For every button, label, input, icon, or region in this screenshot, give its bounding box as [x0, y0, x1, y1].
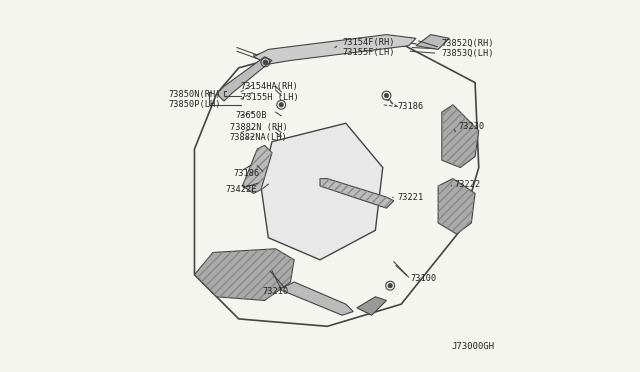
Text: 73422E: 73422E — [226, 185, 257, 194]
Text: 73882N (RH)
73882NA(LH): 73882N (RH) 73882NA(LH) — [230, 123, 287, 142]
Text: 73222: 73222 — [455, 180, 481, 189]
Circle shape — [388, 283, 392, 288]
Text: 73850N(RH)
73850P(LH): 73850N(RH) 73850P(LH) — [168, 90, 221, 109]
Polygon shape — [442, 105, 479, 167]
Text: 73154F(RH)
73155F(LH): 73154F(RH) 73155F(LH) — [342, 38, 395, 57]
Text: 73210: 73210 — [263, 287, 289, 296]
Polygon shape — [216, 57, 272, 101]
Polygon shape — [416, 35, 449, 49]
Text: J73000GH: J73000GH — [451, 342, 494, 351]
Polygon shape — [438, 179, 475, 234]
Polygon shape — [243, 145, 272, 193]
Text: 73221: 73221 — [397, 193, 424, 202]
Circle shape — [279, 103, 284, 107]
Text: 73230: 73230 — [458, 122, 484, 131]
Text: 73100: 73100 — [410, 274, 436, 283]
Circle shape — [263, 60, 268, 64]
Text: 73650B: 73650B — [235, 111, 267, 121]
Polygon shape — [357, 297, 387, 315]
Polygon shape — [320, 179, 394, 208]
Polygon shape — [280, 282, 353, 315]
Text: 73186: 73186 — [233, 169, 259, 177]
Text: 73154HA(RH)
73155H (LH): 73154HA(RH) 73155H (LH) — [241, 82, 298, 102]
Circle shape — [384, 93, 388, 98]
Polygon shape — [195, 249, 294, 301]
Text: 73186: 73186 — [397, 102, 424, 111]
Polygon shape — [253, 35, 416, 64]
Polygon shape — [261, 123, 383, 260]
Text: 73852Q(RH)
73853Q(LH): 73852Q(RH) 73853Q(LH) — [442, 39, 494, 58]
